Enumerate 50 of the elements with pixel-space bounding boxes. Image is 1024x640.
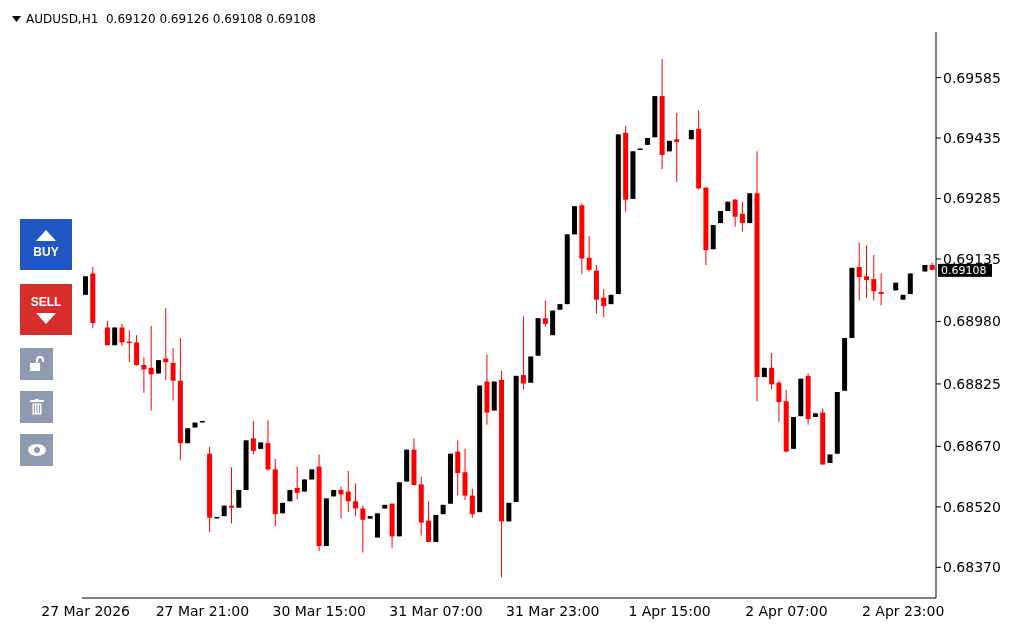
y-tick-label: 0.69285 (943, 190, 1001, 207)
candlestick (141, 356, 147, 394)
candlestick (353, 483, 359, 517)
x-tick-label: 2 Apr 23:00 (861, 602, 945, 619)
candlestick (455, 439, 461, 497)
x-tick-label: 30 Mar 15:00 (272, 602, 366, 619)
buy-button: BUY (20, 219, 72, 270)
candlestick (586, 235, 592, 272)
y-tick-label: 0.68980 (943, 313, 1001, 330)
x-tick-label: 27 Mar 21:00 (155, 602, 250, 619)
candlestick (520, 315, 526, 390)
candlestick (360, 505, 366, 553)
candlestick (878, 272, 884, 306)
y-tick-label: 0.68825 (943, 375, 1001, 392)
candlestick (542, 299, 548, 328)
y-tick-label: 0.68670 (943, 438, 1001, 455)
candlestick (739, 201, 745, 233)
candlestick (294, 466, 300, 500)
y-tick-label: 0.69435 (943, 129, 1001, 146)
candlestick (426, 500, 432, 543)
x-tick-label: 2 Apr 07:00 (745, 602, 828, 619)
chart-title: AUDUSD,H1 0.69120 0.69126 0.69108 0.69108 (26, 12, 316, 26)
candlestick (769, 352, 775, 390)
candlestick (228, 466, 234, 524)
candlestick (462, 448, 468, 501)
candlestick (170, 347, 176, 401)
y-tick-label: 0.68370 (943, 559, 1001, 576)
x-tick-label: 31 Mar 23:00 (506, 602, 600, 619)
candlestick (674, 112, 680, 183)
sell-button: SELL (20, 284, 72, 335)
candlestick (871, 254, 877, 301)
candlestick (776, 380, 782, 423)
candlestick (856, 242, 862, 301)
candlestick (732, 198, 738, 228)
x-tick-label: 27 Mar 2026 (41, 602, 131, 619)
x-tick-label: 31 Mar 07:00 (389, 602, 483, 619)
x-tick-label: 1 Apr 15:00 (628, 602, 711, 619)
candlestick (338, 485, 344, 520)
y-tick-label: 0.69585 (943, 69, 1001, 86)
candlestick (864, 244, 870, 299)
candlestick (134, 334, 140, 367)
candlestick (601, 288, 607, 318)
candlestick (469, 488, 475, 519)
candlestick (148, 325, 154, 412)
candlestick (119, 323, 125, 347)
candlestick (83, 275, 88, 296)
y-tick-label: 0.68520 (943, 498, 1001, 515)
candlestick (104, 320, 110, 346)
candlestick (250, 420, 256, 455)
candlestick (345, 470, 351, 513)
